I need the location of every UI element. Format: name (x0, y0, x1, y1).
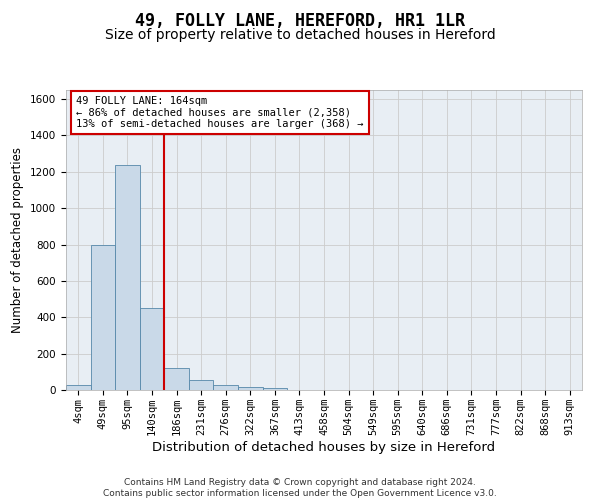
Bar (140, 308, 164, 390)
Text: Size of property relative to detached houses in Hereford: Size of property relative to detached ho… (104, 28, 496, 42)
Bar (164, 368, 189, 390)
Bar (214, 386, 238, 390)
Text: 49 FOLLY LANE: 164sqm
← 86% of detached houses are smaller (2,358)
13% of semi-d: 49 FOLLY LANE: 164sqm ← 86% of detached … (76, 96, 364, 129)
Text: 49, FOLLY LANE, HEREFORD, HR1 1LR: 49, FOLLY LANE, HEREFORD, HR1 1LR (135, 12, 465, 30)
Bar (263, 388, 287, 390)
Text: Contains HM Land Registry data © Crown copyright and database right 2024.
Contai: Contains HM Land Registry data © Crown c… (103, 478, 497, 498)
X-axis label: Distribution of detached houses by size in Hereford: Distribution of detached houses by size … (152, 440, 496, 454)
Y-axis label: Number of detached properties: Number of detached properties (11, 147, 25, 333)
Bar (66, 384, 91, 390)
Bar (91, 244, 115, 390)
Bar (115, 164, 140, 390)
Bar (238, 388, 263, 390)
Bar (189, 380, 214, 390)
